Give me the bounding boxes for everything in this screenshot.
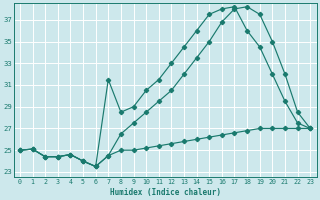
- X-axis label: Humidex (Indice chaleur): Humidex (Indice chaleur): [109, 188, 220, 197]
